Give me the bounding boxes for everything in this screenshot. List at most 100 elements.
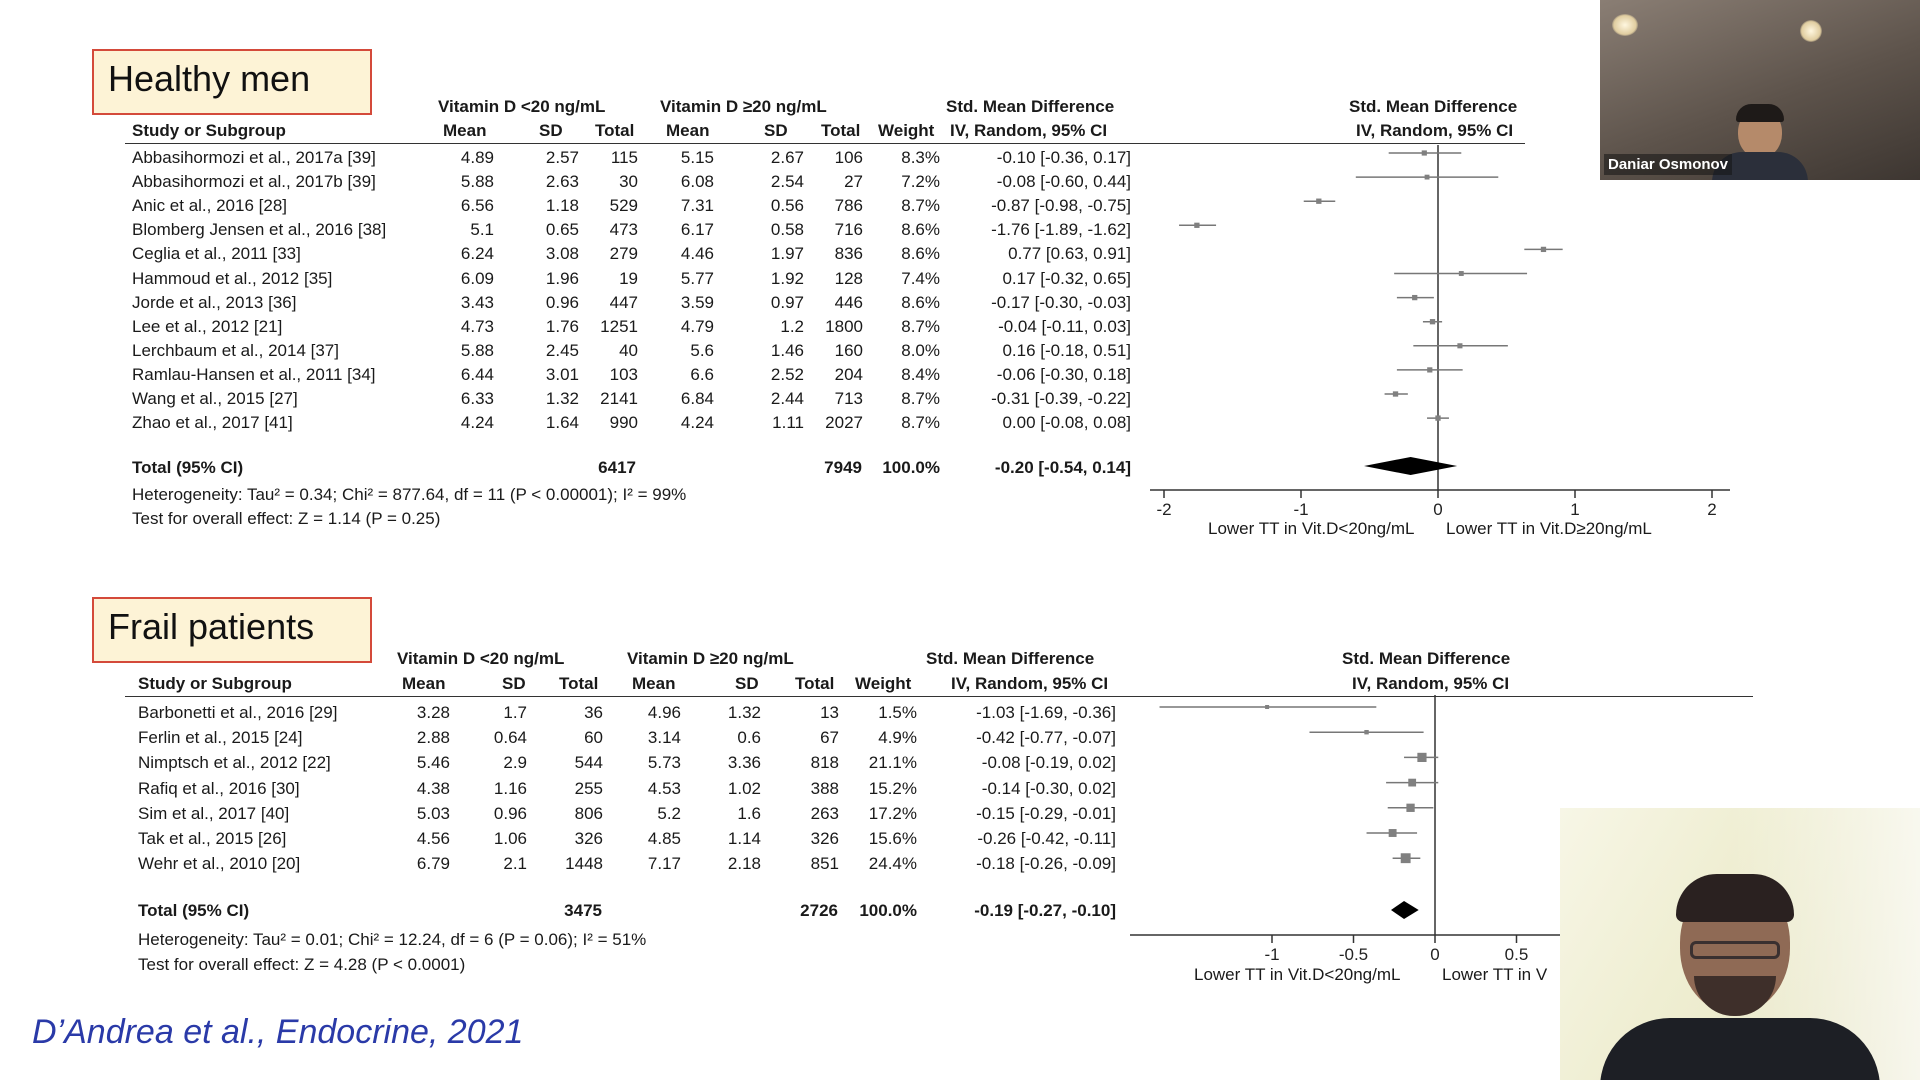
mean-2: 4.85: [647, 829, 681, 848]
study-marker: [1427, 367, 1433, 373]
mean-1: 5.88: [460, 172, 494, 192]
total-1: 19: [619, 268, 638, 288]
speaker-body: [1600, 1018, 1880, 1080]
sd-1: 1.06: [493, 829, 527, 848]
total-1: 30: [619, 172, 638, 192]
study-name: Lerchbaum et al., 2014 [37]: [132, 340, 339, 360]
study-name: Wehr et al., 2010 [20]: [138, 854, 301, 874]
sd-1: 3.08: [545, 244, 579, 264]
glasses-icon: [1690, 941, 1780, 959]
total-2: 13: [820, 703, 839, 722]
smd-ci: -0.87 [-0.98, -0.75]: [991, 196, 1131, 216]
total-1: 1251: [600, 316, 638, 336]
mean-1: 4.89: [460, 148, 494, 167]
col-total-2: Total: [821, 121, 861, 140]
mean-1: 2.88: [416, 728, 450, 748]
study-name: Wang et al., 2015 [27]: [132, 389, 298, 408]
weight: 8.6%: [901, 292, 940, 312]
study-name: Zhao et al., 2017 [41]: [132, 413, 293, 433]
sd-1: 1.16: [493, 778, 527, 798]
sd-2: 1.2: [780, 316, 804, 336]
smd-ci: 0.16 [-0.18, 0.51]: [1002, 340, 1131, 360]
mean-1: 5.88: [460, 340, 494, 360]
participant-video-bottom[interactable]: [1560, 808, 1920, 1080]
mean-1: 5.46: [416, 753, 450, 773]
panel-label-frail-patients: Frail patients: [92, 597, 372, 663]
mean-1: 6.24: [460, 244, 494, 264]
study-marker: [1388, 829, 1397, 837]
x-tick-label: -1: [1293, 500, 1308, 519]
sd-2: 1.6: [737, 803, 761, 823]
study-name: Abbasihormozi et al., 2017b [39]: [132, 172, 376, 192]
ceiling-light: [1800, 20, 1822, 42]
participant-hair: [1736, 104, 1784, 122]
mean-1: 6.56: [460, 196, 494, 216]
group1-header: Vitamin D <20 ng/mL: [438, 97, 606, 116]
smd-ci: -0.15 [-0.29, -0.01]: [976, 803, 1116, 823]
total-2: 160: [834, 340, 863, 360]
smd-ci: -1.76 [-1.89, -1.62]: [991, 220, 1131, 240]
total-1: 115: [610, 148, 638, 167]
participant-video-top[interactable]: Daniar Osmonov: [1600, 0, 1920, 180]
sd-2: 1.32: [727, 703, 761, 722]
sd-2: 2.67: [770, 148, 804, 167]
sd-1: 2.1: [503, 854, 527, 874]
sd-2: 1.46: [770, 340, 804, 360]
total-1: 990: [609, 413, 638, 433]
col-mean-2: Mean: [666, 121, 710, 140]
smd-ci: 0.17 [-0.32, 0.65]: [1002, 268, 1131, 288]
forest-plot-frail: -1 -0.5 0 0.5: [1130, 695, 1570, 964]
group1-header: Vitamin D <20 ng/mL: [397, 649, 565, 668]
weight: 15.2%: [868, 778, 917, 798]
mean-2: 4.96: [647, 703, 681, 722]
weight: 8.3%: [901, 148, 940, 167]
smd-ci: -0.17 [-0.30, -0.03]: [991, 292, 1131, 312]
sd-1: 1.18: [545, 196, 579, 216]
total-2: 786: [834, 196, 863, 216]
mean-2: 5.2: [657, 803, 681, 823]
total-diamond: [1364, 457, 1458, 475]
total-2: 263: [810, 803, 839, 823]
mean-1: 6.79: [416, 854, 450, 874]
total-1: 326: [574, 829, 603, 848]
sd-2: 0.97: [770, 292, 804, 312]
total-ci: -0.20 [-0.54, 0.14]: [994, 458, 1131, 477]
study-name: Tak et al., 2015 [26]: [138, 829, 287, 848]
study-marker: [1458, 271, 1464, 276]
sd-2: 1.14: [727, 829, 761, 848]
mean-1: 6.33: [460, 389, 494, 408]
total-1: 2141: [600, 389, 638, 408]
study-name: Nimptsch et al., 2012 [22]: [138, 753, 331, 773]
total-label: Total (95% CI): [138, 901, 250, 920]
study-marker: [1265, 705, 1270, 709]
plot-header: Std. Mean Difference: [1342, 649, 1511, 668]
study-marker: [1429, 319, 1436, 325]
plot-method: IV, Random, 95% CI: [1352, 674, 1510, 693]
total-2: 713: [834, 389, 863, 408]
total-n1: 3475: [564, 901, 602, 920]
total-weight: 100.0%: [882, 458, 940, 477]
sd-1: 0.96: [545, 292, 579, 312]
x-tick-label: 1: [1570, 500, 1579, 519]
total-1: 1448: [565, 854, 603, 874]
col-mean-1: Mean: [443, 121, 487, 140]
mean-2: 6.08: [680, 172, 714, 192]
smd-ci: -1.03 [-1.69, -0.36]: [976, 703, 1116, 722]
mean-1: 5.1: [470, 220, 494, 240]
overall-effect: Test for overall effect: Z = 1.14 (P = 0…: [132, 509, 441, 528]
mean-1: 4.38: [416, 778, 450, 798]
mean-2: 7.17: [647, 854, 681, 874]
mean-2: 3.14: [647, 728, 681, 748]
study-name: Ferlin et al., 2015 [24]: [138, 728, 303, 748]
heterogeneity: Heterogeneity: Tau² = 0.34; Chi² = 877.6…: [132, 485, 687, 504]
sd-2: 0.56: [770, 196, 804, 216]
study-marker: [1540, 246, 1547, 253]
weight: 7.4%: [901, 268, 940, 288]
sd-2: 3.36: [727, 753, 761, 773]
col-sd-2: SD: [764, 121, 788, 140]
forest-plot-healthy: -2 -1 0 1 2: [1150, 145, 1730, 519]
sd-2: 2.44: [770, 389, 804, 408]
mean-1: 6.44: [460, 364, 494, 384]
study-name: Ramlau-Hansen et al., 2011 [34]: [132, 364, 376, 384]
study-marker: [1421, 150, 1427, 156]
